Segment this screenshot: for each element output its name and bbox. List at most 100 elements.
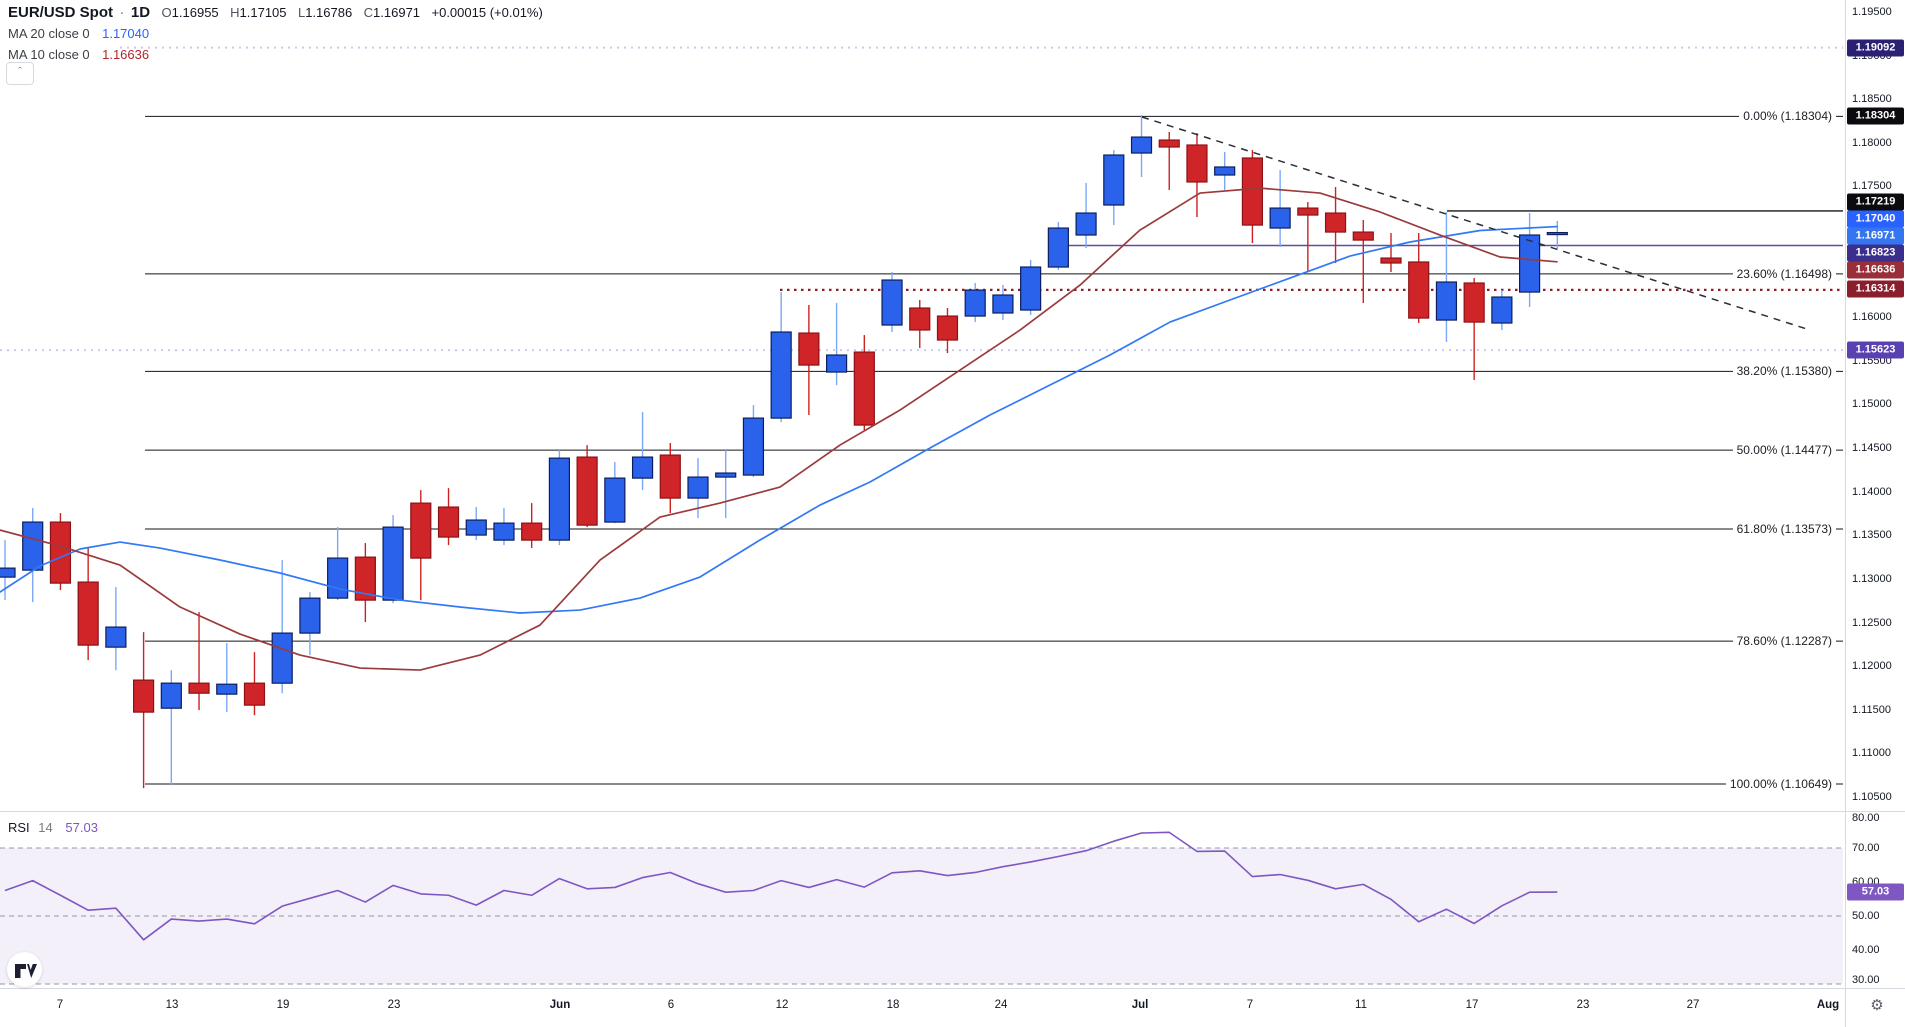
price-label-badge: 1.19092	[1847, 39, 1904, 57]
rsi-label: RSI	[8, 820, 30, 835]
candle-body	[1075, 212, 1097, 236]
ma10-label: MA 10 close 0	[8, 47, 90, 62]
price-label-badge: 1.16823	[1847, 244, 1904, 262]
time-axis-label: 7	[1246, 999, 1254, 1011]
time-axis-label: 23	[387, 999, 401, 1011]
candle-body	[1047, 227, 1069, 268]
price-label-badge: 1.16971	[1847, 227, 1904, 245]
time-axis-label: 13	[165, 999, 179, 1011]
time-axis-label: 18	[886, 999, 900, 1011]
candle-body	[936, 315, 959, 341]
price-label-badge: 1.17219	[1847, 193, 1904, 211]
candle-body	[437, 506, 460, 538]
price-scale-tick: 1.15000	[1852, 398, 1892, 411]
interval-label: 1D	[130, 4, 151, 21]
time-axis-label: Jul	[1131, 999, 1149, 1011]
open-label: O	[161, 5, 172, 20]
candle-body	[631, 456, 654, 479]
price-scale-tick: 1.13500	[1852, 529, 1892, 542]
candle-body	[1324, 212, 1347, 233]
time-axis-label: Aug	[1816, 999, 1840, 1011]
time-axis-label: 17	[1465, 999, 1479, 1011]
time-axis-label: 12	[775, 999, 789, 1011]
candle-body	[715, 472, 737, 478]
ma10-legend[interactable]: MA 10 close 0 1.16636	[8, 46, 149, 64]
price-label-badge: 1.18304	[1847, 107, 1904, 125]
candle-body	[1518, 234, 1541, 293]
price-label-badge: 57.03	[1847, 883, 1904, 901]
price-scale-tick: 1.11000	[1852, 747, 1891, 760]
price-scale-tick: 1.18500	[1852, 93, 1892, 106]
time-axis-settings-icon[interactable]: ⚙	[1870, 997, 1884, 1014]
price-scale-tick: 1.19500	[1852, 6, 1892, 18]
candle-body	[1158, 139, 1180, 148]
price-label-badge: 1.16636	[1847, 261, 1904, 279]
ma20-legend[interactable]: MA 20 close 0 1.17040	[8, 25, 149, 43]
candle-body	[1408, 261, 1430, 319]
rsi-period: 14	[38, 820, 53, 835]
candle-body	[659, 454, 681, 499]
rsi-value: 57.03	[65, 820, 98, 835]
candle-body	[742, 417, 765, 476]
candle-body	[77, 581, 99, 646]
candle-body	[548, 457, 571, 541]
open-value: 1.16955	[171, 5, 219, 20]
candle-body	[1297, 207, 1319, 216]
candle-body	[1463, 282, 1485, 323]
candle-body	[576, 456, 598, 526]
rsi-scale-tick: 80.00	[1852, 812, 1880, 824]
candle-body	[1491, 296, 1513, 324]
candle-body	[1546, 231, 1568, 236]
candle-body	[0, 567, 16, 578]
price-label-badge: 1.15623	[1847, 341, 1904, 359]
close-label: C	[363, 5, 374, 20]
time-axis-label: 7	[56, 999, 64, 1011]
time-axis-label: Jun	[549, 999, 571, 1011]
rsi-legend[interactable]: RSI 14 57.03	[8, 820, 98, 835]
price-scale-tick: 1.12000	[1852, 660, 1892, 673]
candle-body	[49, 521, 72, 584]
candle-body	[216, 683, 238, 695]
candle-body	[1380, 257, 1402, 264]
low-value: 1.16786	[305, 5, 353, 20]
price-scale-tick: 1.14500	[1852, 442, 1892, 455]
ma20-label: MA 20 close 0	[8, 26, 90, 41]
candle-body	[133, 679, 155, 713]
candle-body	[1241, 157, 1264, 226]
candle-body	[410, 502, 432, 559]
ma10-value: 1.16636	[102, 47, 150, 62]
candle-body	[271, 632, 293, 684]
candle-body	[798, 332, 820, 366]
rsi-scale-tick: 70.00	[1852, 842, 1880, 854]
fib-level-label: 100.00% (1.10649)	[1725, 776, 1836, 791]
legend-collapse-button[interactable]: ˆ	[6, 62, 34, 85]
candle-body	[465, 519, 487, 536]
candle-body	[770, 331, 792, 419]
candle-body	[964, 289, 986, 317]
candle-body	[909, 307, 931, 331]
fib-level-label: 23.60% (1.16498)	[1732, 266, 1836, 281]
moving-average-line	[0, 187, 1558, 671]
candle-body	[354, 556, 376, 601]
tradingview-logo[interactable]	[7, 952, 42, 987]
close-value: 1.16971	[373, 5, 421, 20]
time-axis-label: 23	[1576, 999, 1590, 1011]
candle-body	[188, 682, 210, 694]
candle-body	[1352, 231, 1374, 241]
rsi-scale-tick: 30.00	[1852, 974, 1880, 986]
candle-body	[105, 626, 127, 648]
candle-body	[1020, 266, 1042, 311]
candle-body	[881, 279, 903, 326]
fib-level-label: 78.60% (1.12287)	[1732, 634, 1836, 649]
price-scale-tick: 1.13000	[1852, 572, 1892, 585]
symbol-legend[interactable]: EUR/USD Spot · 1D O1.16955 H1.17105 L1.1…	[8, 4, 543, 22]
low-label: L	[297, 5, 306, 20]
symbol-title: EUR/USD Spot	[8, 4, 113, 21]
candle-body	[853, 351, 875, 426]
ma20-value: 1.17040	[102, 26, 150, 41]
price-scale-tick: 1.14000	[1852, 485, 1892, 498]
fib-level-label: 38.20% (1.15380)	[1732, 364, 1836, 379]
candle-body	[604, 477, 626, 523]
